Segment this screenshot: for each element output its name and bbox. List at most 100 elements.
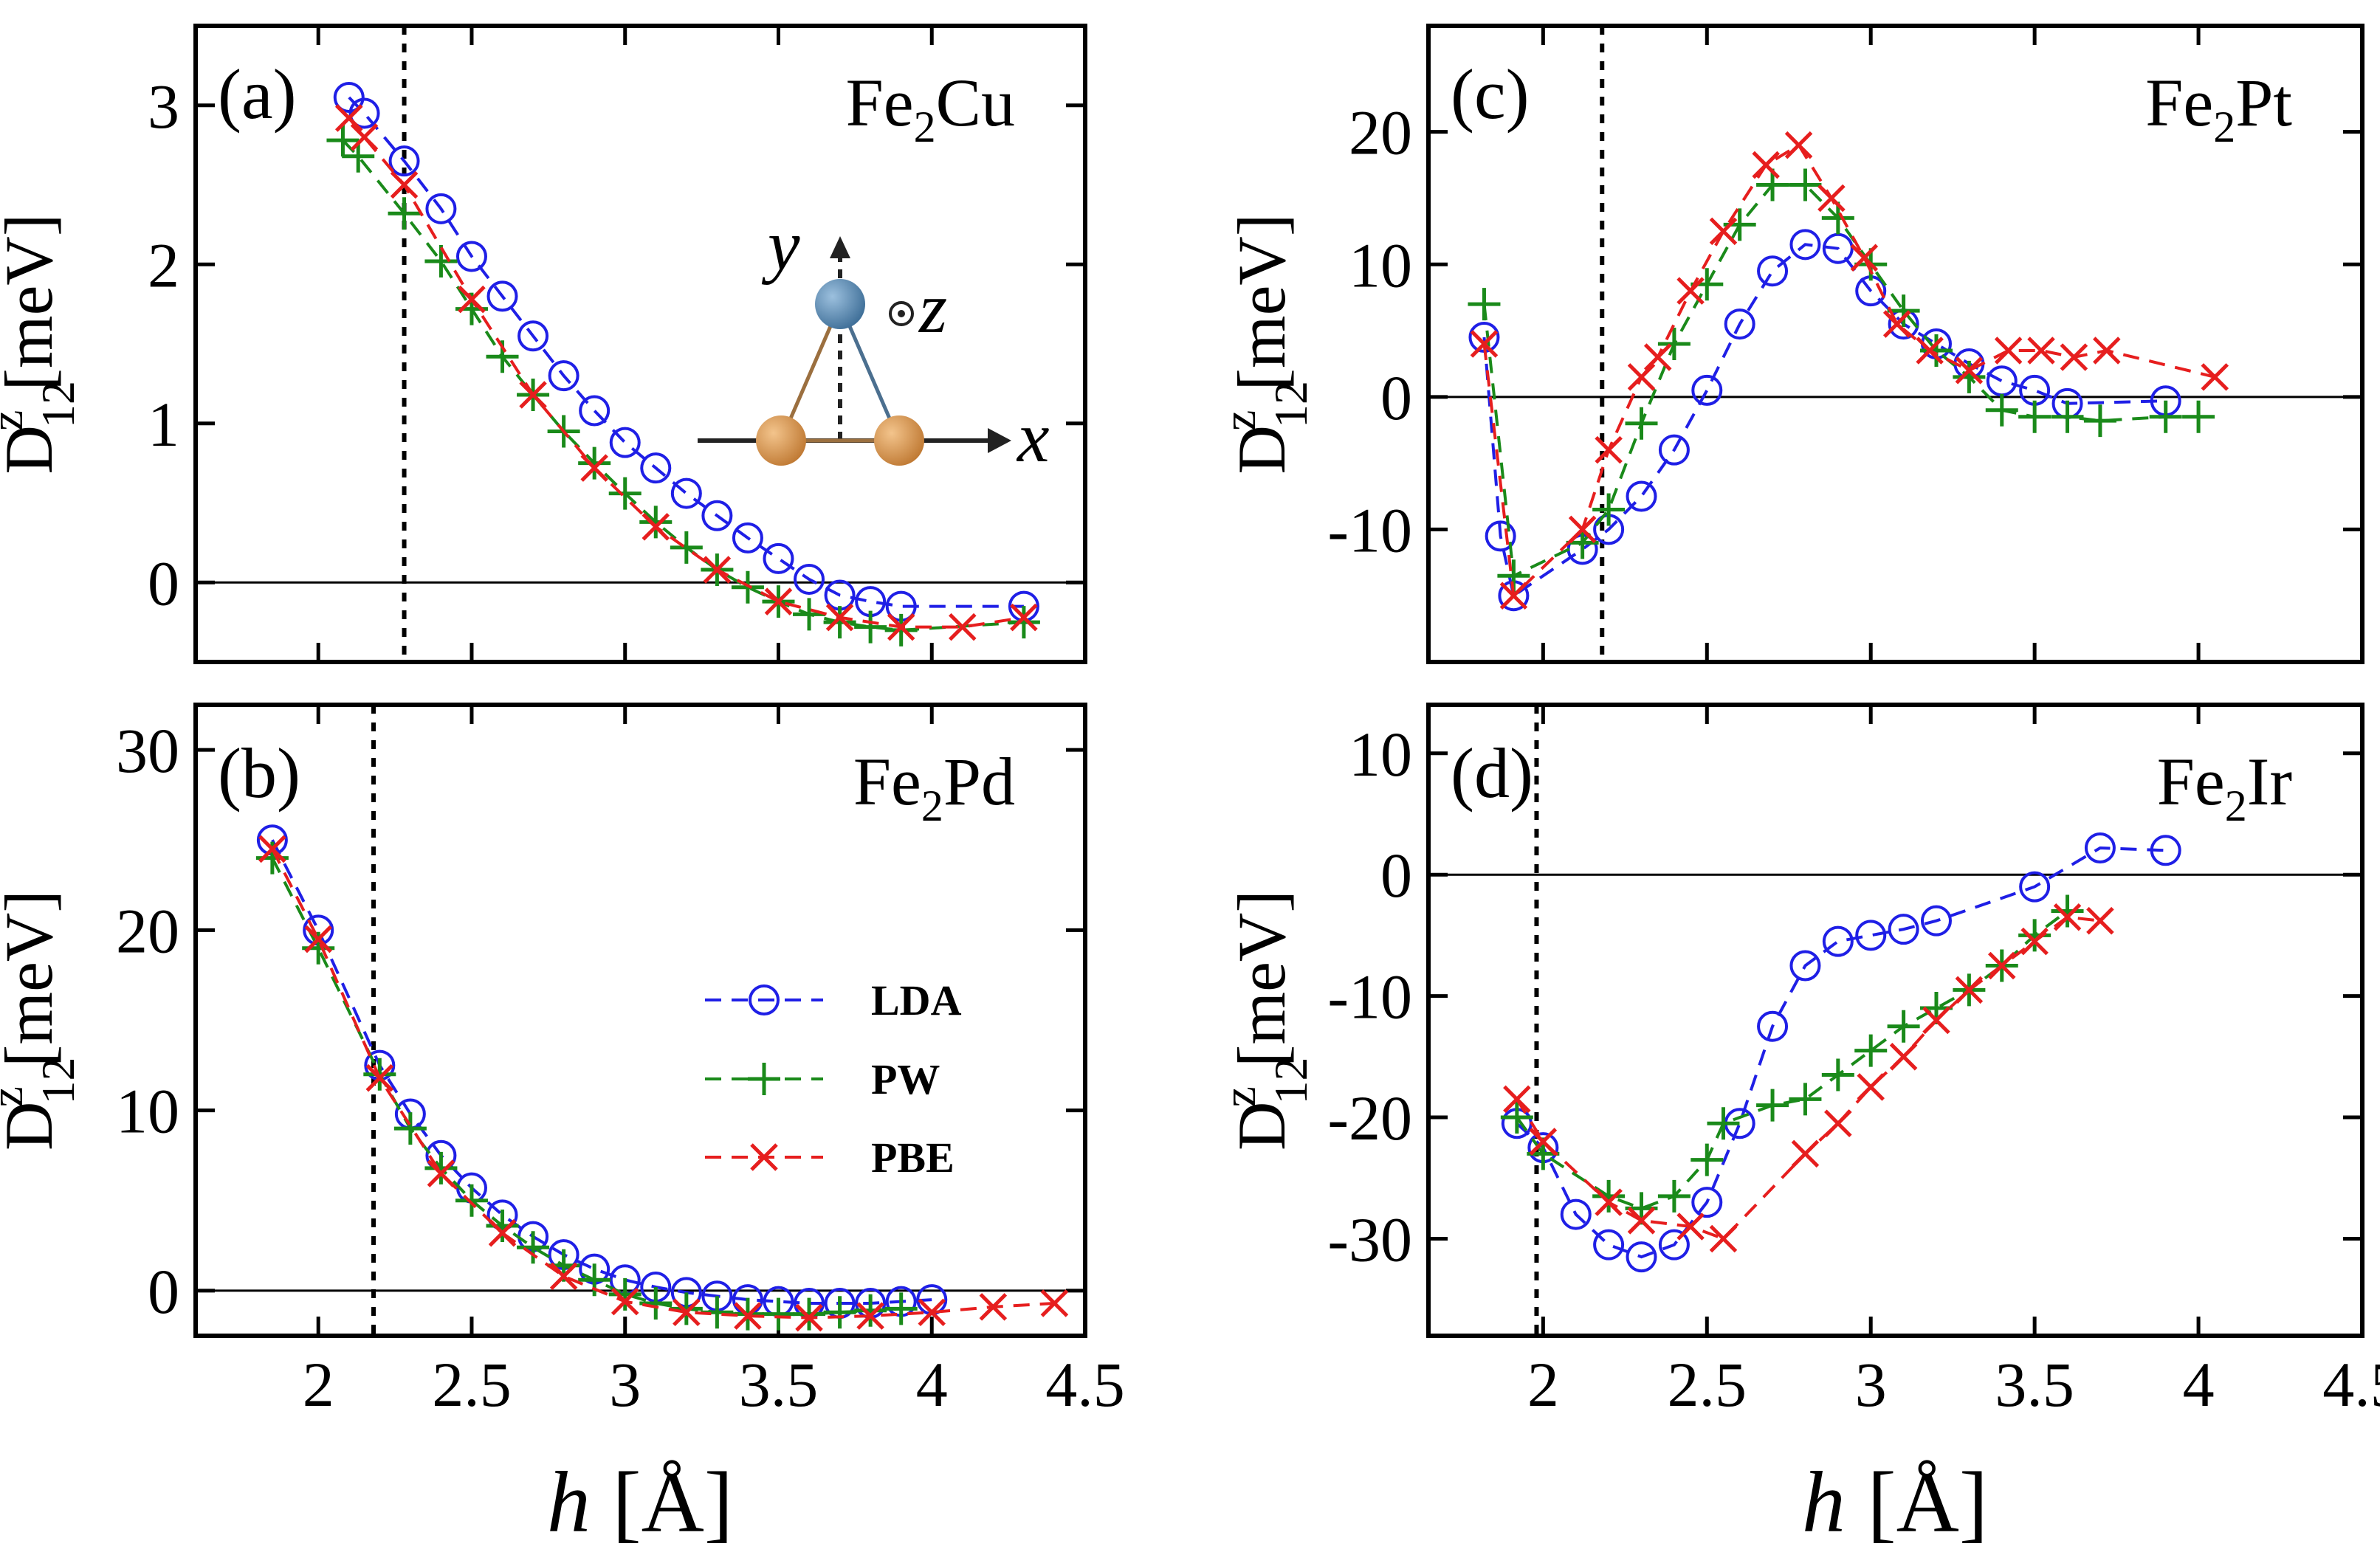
data-point-pw: [1756, 1089, 1789, 1122]
y-tick-label: -20: [1327, 1083, 1412, 1153]
data-point-pbe: [258, 835, 286, 863]
data-point-pbe: [2027, 337, 2055, 365]
x-tick-label: 3: [609, 1349, 641, 1420]
data-point-pbe: [1709, 217, 1738, 246]
series-line-pw: [341, 139, 1025, 632]
data-point-lda: [1920, 905, 1952, 937]
data-point-pbe: [1922, 1006, 1950, 1035]
x-tick-label: 3: [1855, 1349, 1887, 1420]
data-point-pw: [455, 1184, 488, 1217]
data-point-lda: [670, 477, 702, 509]
data-point-pbe: [1791, 1139, 1820, 1168]
data-point-pbe: [1643, 343, 1672, 371]
data-point-pw: [1854, 1034, 1888, 1067]
data-point-lda: [1822, 232, 1854, 264]
series-group: [326, 81, 1040, 646]
data-point-pbe: [1627, 1207, 1656, 1235]
data-point-pbe: [1568, 515, 1597, 544]
x-tick-label: 4.5: [1045, 1349, 1125, 1420]
y-tick-label: 0: [1380, 840, 1412, 911]
data-point-pbe: [918, 1298, 946, 1327]
data-point-pbe: [2201, 363, 2229, 391]
plot-frame: [1426, 703, 2364, 1338]
data-point-pw: [1691, 1143, 1724, 1176]
series-line-pw: [1516, 909, 2068, 1210]
data-point-pbe: [1676, 1213, 1705, 1241]
data-point-pw: [1657, 328, 1691, 360]
data-point-pbe: [1857, 1073, 1885, 1101]
x-tick-label: 2: [1527, 1349, 1559, 1420]
y-tick-label: 20: [116, 895, 179, 966]
material-title: Fe2Pt: [2145, 65, 2292, 151]
data-point-lda: [1855, 920, 1887, 951]
data-point-pbe: [642, 513, 670, 541]
data-point-lda: [1789, 229, 1821, 261]
data-point-pbe: [2086, 906, 2114, 935]
plot-frame: [1426, 24, 2364, 664]
series-group: [1500, 832, 2181, 1273]
data-point-pw: [670, 531, 703, 564]
data-point-pbe: [549, 1262, 578, 1291]
data-point-pw: [1625, 407, 1658, 440]
trimer-inset: z y x: [698, 206, 1050, 477]
data-point-pbe: [2020, 927, 2049, 956]
data-point-pw: [639, 506, 673, 539]
data-point-pw: [424, 1151, 458, 1184]
data-point-pbe: [1010, 603, 1038, 632]
data-point-pbe: [1529, 1128, 1558, 1156]
data-point-lda: [2019, 374, 2051, 406]
data-point-lda: [2019, 871, 2051, 903]
data-point-pw: [1707, 1107, 1740, 1140]
data-point-pbe: [458, 285, 486, 314]
data-point-pbe: [1499, 582, 1528, 610]
y-tick-label: 10: [1349, 719, 1412, 790]
legend-marker-pw: [748, 1063, 780, 1095]
data-point-pbe: [2093, 337, 2121, 365]
data-point-pbe: [1595, 1188, 1623, 1216]
legend-label-pw: PW: [871, 1055, 940, 1103]
data-point-lda: [1626, 480, 1657, 512]
data-point-pbe: [1987, 951, 2016, 980]
data-point-pw: [1789, 168, 1822, 201]
panel-b: 2 2.5 3 3.5 4 4.5 0 10 20 30 (b) Fe2Pd D12z[meV]: [0, 703, 1125, 1420]
data-point-pw: [608, 1277, 642, 1311]
data-point-pw: [1887, 1010, 1920, 1043]
data-point-lda: [1888, 914, 1919, 945]
x-axis-label: h [Å]: [1802, 1454, 1988, 1551]
data-point-pbe: [1627, 363, 1656, 391]
data-point-lda: [388, 145, 420, 177]
data-point-pbe: [1784, 131, 1813, 159]
data-point-pbe: [856, 1302, 884, 1330]
x-tick-label: 3.5: [739, 1349, 819, 1420]
data-point-lda: [486, 280, 518, 312]
data-point-lda: [1822, 925, 1854, 957]
y-tick-label: -30: [1327, 1204, 1412, 1275]
panel-d: 2 2.5 3 3.5 4 4.5 -30 -20 -10 0 10 (d) Fe2Ir D12z[meV…: [1213, 703, 2380, 1420]
data-point-pbe: [519, 381, 547, 409]
data-point-pbe: [1709, 1224, 1738, 1253]
data-point-pw: [1953, 360, 1986, 393]
inset-y-arrow: [830, 236, 850, 258]
y-axis-label: D12z[meV]: [0, 214, 84, 475]
panel-label: (c): [1451, 55, 1530, 134]
legend-label-lda: LDA: [871, 976, 962, 1024]
data-point-lda: [348, 97, 380, 129]
data-point-pbe: [350, 123, 379, 151]
data-point-lda: [794, 563, 825, 595]
data-point-pw: [517, 1231, 550, 1264]
data-point-pw: [2018, 400, 2051, 433]
x-tick-label: 3.5: [1995, 1349, 2074, 1420]
data-point-pw: [424, 244, 458, 277]
series-group: [1468, 131, 2229, 612]
data-point-pw: [823, 1296, 856, 1329]
data-point-lda: [763, 542, 794, 574]
data-point-lda: [609, 427, 641, 458]
data-point-pw: [2051, 400, 2084, 433]
data-point-pbe: [1824, 1109, 1852, 1138]
data-point-pbe: [1470, 330, 1499, 358]
data-point-pw: [2051, 894, 2084, 928]
inset-z-symbol: [889, 301, 914, 326]
data-point-lda: [1757, 1010, 1789, 1042]
data-point-pbe: [734, 1302, 762, 1330]
data-point-pbe: [580, 454, 608, 482]
